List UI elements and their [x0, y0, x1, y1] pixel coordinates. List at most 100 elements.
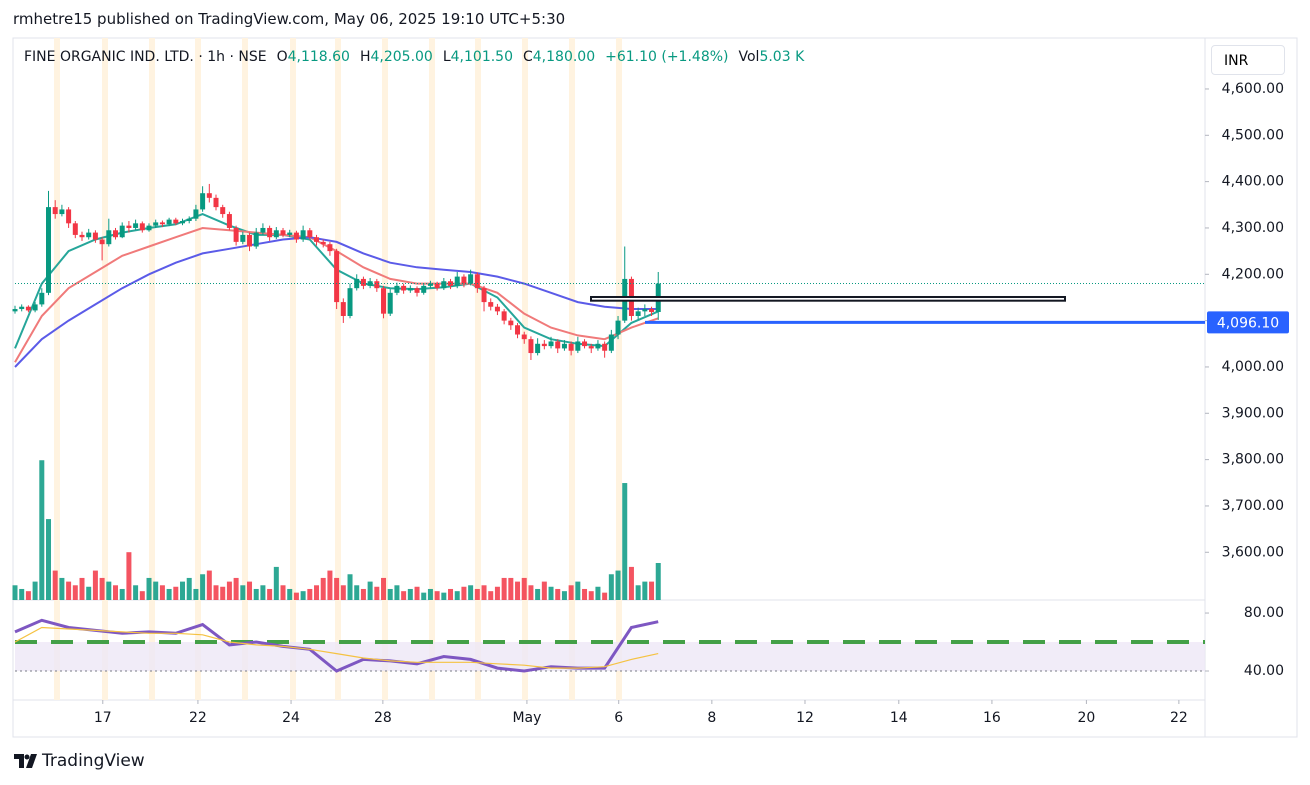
- legend-item: Vol5.03 K: [739, 49, 805, 65]
- volume-bar: [468, 585, 474, 600]
- volume-bar: [213, 585, 219, 600]
- volume-bar: [180, 581, 186, 600]
- candle-body: [381, 288, 387, 314]
- volume-bar: [387, 588, 393, 600]
- volume-bar: [575, 581, 581, 600]
- candle-body: [441, 281, 447, 289]
- volume-bar: [548, 586, 554, 600]
- volume-bar: [273, 566, 279, 600]
- volume-bar: [367, 581, 373, 600]
- volume-bar: [66, 581, 72, 600]
- candle-body: [267, 227, 273, 238]
- x-tick-label: 28: [374, 710, 392, 726]
- candle-body: [106, 230, 112, 245]
- candle-body: [146, 225, 152, 231]
- volume-bar: [139, 591, 145, 600]
- volume-bar: [568, 585, 574, 600]
- candle-body: [508, 320, 514, 326]
- volume-bar: [159, 585, 165, 600]
- legend-label: Vol: [738, 49, 760, 65]
- legend-item: H4,205.00: [360, 49, 433, 65]
- volume-bar: [79, 577, 85, 600]
- volume-bar: [434, 591, 440, 600]
- volume-bar: [32, 581, 38, 600]
- legend-value: 4,101.50: [450, 49, 513, 65]
- volume-bar: [19, 588, 25, 600]
- legend-value: 4,180.00: [532, 49, 596, 65]
- volume-bar: [501, 577, 507, 600]
- candle-body: [213, 197, 219, 208]
- y-tick-label: 3,600.00: [1222, 544, 1284, 560]
- volume-bar: [300, 591, 306, 600]
- volume-bar: [253, 588, 259, 600]
- volume-bar: [280, 585, 286, 600]
- y-tick-label: 4,000.00: [1222, 359, 1284, 375]
- volume-bar: [582, 588, 588, 600]
- volume-bar: [226, 581, 232, 600]
- candle-body: [468, 274, 474, 284]
- candle-body: [474, 274, 480, 289]
- rsi-y-tick-label: 40.00: [1244, 663, 1284, 679]
- volume-bar: [448, 588, 454, 600]
- candle-body: [166, 219, 172, 225]
- candle-body: [39, 292, 45, 305]
- candle-body: [32, 304, 38, 311]
- candle-body: [568, 343, 574, 351]
- zone: [590, 295, 1066, 302]
- y-tick-label: 4,200.00: [1222, 266, 1284, 282]
- candle-body: [173, 219, 179, 224]
- volume-bar: [555, 588, 561, 600]
- volume-bar: [541, 581, 547, 600]
- volume-bar: [12, 585, 18, 600]
- volume-bar: [166, 588, 172, 600]
- candle-body: [12, 309, 18, 312]
- candle-body: [159, 222, 165, 225]
- currency[interactable]: INR: [1211, 45, 1285, 75]
- x-tick-label: May: [512, 710, 541, 726]
- candle-body: [401, 285, 407, 291]
- candle-body: [334, 251, 340, 303]
- volume-bar: [320, 577, 326, 600]
- candle-body: [555, 341, 561, 349]
- volume-bar: [153, 581, 159, 600]
- volume-bar: [25, 591, 31, 600]
- volume-bar: [72, 585, 78, 600]
- volume-bar: [642, 581, 648, 600]
- legend-value: 5.03 K: [759, 49, 805, 65]
- volume-bar: [401, 591, 407, 600]
- volume-bar: [200, 574, 206, 600]
- legend-item: +61.10 (+1.48%): [605, 49, 728, 65]
- candle-body: [608, 334, 614, 351]
- y-tick-label: 4,400.00: [1222, 174, 1284, 190]
- session-stripe: [290, 38, 296, 700]
- volume-bar: [488, 591, 494, 600]
- volume-bar: [421, 592, 427, 600]
- logo: TradingView: [14, 751, 145, 771]
- candle-body: [394, 285, 400, 293]
- candle-body: [25, 306, 31, 311]
- candle-body: [260, 227, 266, 233]
- volume-bar: [287, 588, 293, 600]
- rsi-y-tick-label: 80.00: [1244, 605, 1284, 621]
- candle-body: [314, 237, 320, 242]
- session-stripe: [54, 38, 60, 700]
- candle-body: [387, 292, 393, 314]
- candle-body: [354, 278, 360, 289]
- y-tick-label: 4,600.00: [1222, 81, 1284, 97]
- volume-bar: [655, 562, 661, 600]
- candle-body: [360, 278, 366, 286]
- volume-bar: [186, 577, 192, 600]
- candle-body: [595, 343, 601, 349]
- candle-body: [347, 288, 353, 316]
- volume-bar: [347, 574, 353, 600]
- candle-body: [92, 232, 98, 240]
- legend-label: H: [359, 49, 371, 65]
- volume-bar: [206, 570, 212, 600]
- x-tick-label: 22: [189, 710, 207, 726]
- legend-item: O4,118.60: [277, 49, 350, 65]
- candle-body: [535, 343, 541, 354]
- volume-bar: [427, 588, 433, 600]
- candle-body: [113, 230, 119, 238]
- volume-bar: [354, 585, 360, 600]
- volume-bar: [126, 552, 132, 600]
